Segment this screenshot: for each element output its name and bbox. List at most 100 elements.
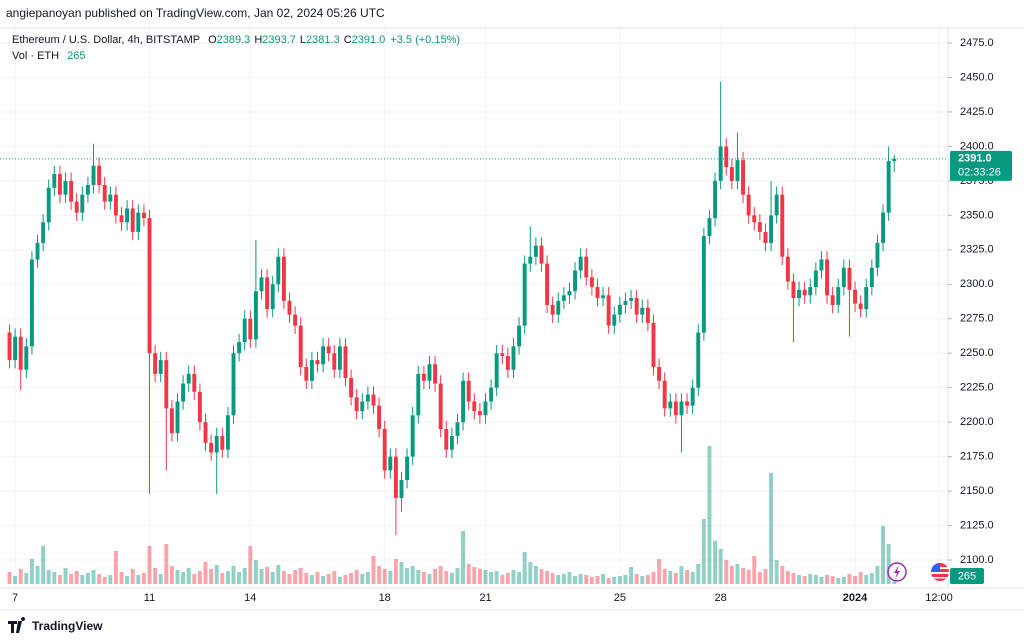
y-tick-label: 2325.0 (960, 244, 994, 256)
candle-body (808, 287, 813, 296)
candle-body (388, 456, 393, 471)
candle-body (657, 367, 662, 381)
volume-legend-value: 265 (67, 50, 85, 62)
candle-body (169, 408, 174, 434)
volume-bar (315, 572, 320, 584)
volume-bar (847, 574, 852, 584)
candle-body (511, 346, 516, 370)
volume-bar (601, 574, 606, 584)
volume-bar (500, 575, 505, 584)
candle-body (836, 287, 841, 305)
candle-body (623, 300, 628, 305)
candle-body (253, 291, 258, 340)
candle-body (589, 277, 594, 288)
candle-body (433, 364, 438, 384)
volume-bar (685, 570, 690, 584)
volume-bar (539, 569, 544, 584)
volume-bar (281, 571, 286, 584)
candle-body (360, 401, 365, 412)
candle-body (533, 245, 538, 257)
candle-body (444, 429, 449, 450)
x-tick-label: 12:00 (925, 592, 953, 604)
candle-body (181, 383, 186, 402)
volume-bar (505, 573, 510, 584)
candle-body (421, 373, 426, 381)
candle-body (315, 360, 320, 365)
event-icon[interactable] (887, 562, 907, 582)
volume-bar (360, 574, 365, 584)
volume-bar (533, 566, 538, 584)
volume-bar (91, 570, 96, 584)
volume-bar (147, 546, 152, 584)
volume-bar (125, 576, 130, 584)
candle-body (673, 401, 678, 416)
volume-bar (220, 573, 225, 584)
x-tick-label: 25 (614, 592, 626, 604)
candle-body (438, 383, 443, 430)
volume-bar (858, 572, 863, 584)
volume-bar (192, 574, 197, 584)
candle-body (505, 355, 510, 370)
volume-bar (522, 552, 527, 584)
candle-body (164, 360, 169, 409)
volume-bar (875, 566, 880, 584)
candle-body (281, 256, 286, 301)
y-tick-label: 2300.0 (960, 278, 994, 290)
candle-body (136, 212, 141, 232)
volume-bar (892, 581, 897, 584)
candle-body (113, 194, 118, 216)
candle-body (578, 256, 583, 271)
candle-body (539, 245, 544, 264)
volume-bar (399, 562, 404, 584)
country-flag-icon[interactable] (931, 563, 949, 581)
candle-body (449, 435, 454, 450)
candle-body (606, 295, 611, 326)
volume-price-box (950, 568, 984, 584)
volume-bar (24, 573, 29, 584)
candle-body (802, 289, 807, 296)
volume-bar (298, 568, 303, 584)
candle-body (225, 415, 230, 450)
candle-body (203, 422, 208, 443)
volume-bar (701, 519, 706, 584)
footer-brand: TradingView (32, 619, 103, 633)
candle-body (265, 277, 270, 310)
volume-bar (802, 576, 807, 584)
y-tick-label: 2150.0 (960, 485, 994, 497)
volume-bar (472, 567, 477, 584)
volume-bar (405, 568, 410, 584)
candle-body (220, 435, 225, 450)
candle-body (326, 346, 331, 354)
candle-body (18, 336, 23, 370)
candle-body (769, 215, 774, 243)
volume-bar (791, 573, 796, 584)
candle-body (528, 256, 533, 264)
candle-body (197, 391, 202, 423)
x-tick-label: 11 (144, 592, 155, 604)
candle-body (735, 160, 740, 181)
candle-body (869, 267, 874, 288)
candle-body (46, 187, 51, 223)
candle-body (853, 289, 858, 304)
volume-bar (455, 568, 460, 584)
ohlc-value: 2391.0 (352, 34, 386, 46)
volume-bar (270, 572, 275, 584)
candle-body (276, 256, 281, 285)
volume-bar (864, 575, 869, 584)
volume-bar (136, 575, 141, 584)
candle-body (601, 295, 606, 299)
candle-body (259, 277, 264, 292)
y-tick-label: 2400.0 (960, 140, 994, 152)
candle-body (349, 378, 354, 398)
volume-bar (797, 575, 802, 584)
candle-body (141, 212, 146, 219)
legend-line: Ethereum / U.S. Dollar, 4h, BITSTAMP O238… (12, 34, 460, 46)
candle-body (634, 298, 639, 315)
byline: angiepanoyan published on TradingView.co… (6, 6, 385, 20)
candle-body (337, 346, 342, 370)
volume-bar (808, 574, 813, 584)
candle-body (74, 201, 79, 213)
ohlc-key: L (300, 34, 306, 46)
volume-bar (735, 564, 740, 584)
candle-body (567, 291, 572, 296)
